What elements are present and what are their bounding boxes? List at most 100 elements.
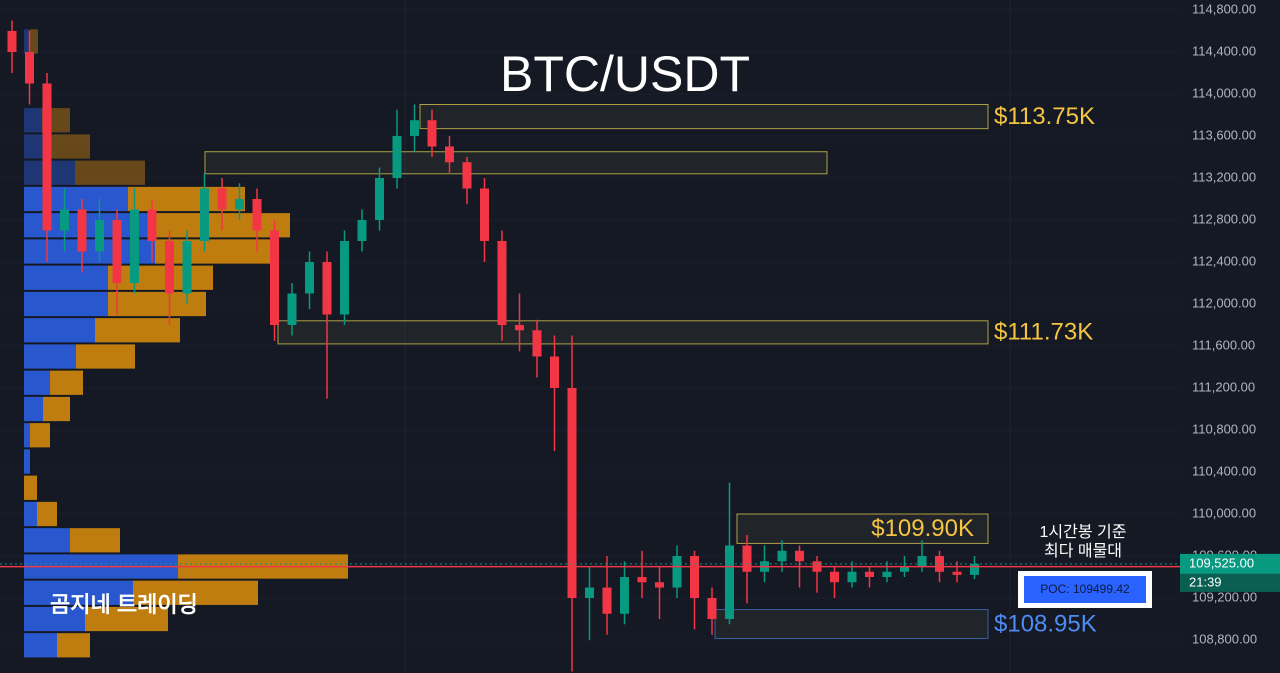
zone-label: $113.75K xyxy=(994,103,1095,130)
profile-sell-bar xyxy=(128,186,245,212)
candle-body xyxy=(672,556,682,588)
candle-body xyxy=(725,545,734,620)
candle-body xyxy=(305,261,314,294)
price-label: 109,525.00 xyxy=(1189,555,1254,570)
candle-body xyxy=(637,577,647,583)
profile-buy-bar xyxy=(24,606,85,632)
zone xyxy=(736,513,989,544)
profile-buy-bar xyxy=(24,29,30,54)
candle-body xyxy=(147,209,157,241)
y-tick-label: 110,400.00 xyxy=(1192,463,1256,478)
profile-sell-bar xyxy=(30,423,50,448)
profile-sell-bar xyxy=(70,528,120,553)
annotation: 최다 매물대 xyxy=(1044,542,1122,560)
candle-body xyxy=(620,577,629,614)
candle-body xyxy=(60,209,69,231)
candle-body xyxy=(130,209,139,283)
candle-body xyxy=(270,230,279,326)
profile-buy-bar xyxy=(24,291,108,317)
profile-buy-bar xyxy=(24,186,128,212)
y-tick-label: 112,800.00 xyxy=(1192,211,1256,226)
y-tick-label: 112,400.00 xyxy=(1192,253,1256,268)
candle-body xyxy=(900,566,909,572)
profile-buy-bar xyxy=(24,633,57,658)
y-tick-label: 113,200.00 xyxy=(1192,169,1256,184)
profile-sell-bar xyxy=(75,160,145,185)
candle-body xyxy=(550,356,559,389)
candle-body xyxy=(602,587,612,614)
poc-label: POC: 109499.42 xyxy=(1040,582,1130,596)
y-tick-label: 110,800.00 xyxy=(1192,421,1256,436)
profile-sell-bar xyxy=(85,606,168,632)
profile-sell-bar xyxy=(24,475,37,500)
y-tick-label: 112,000.00 xyxy=(1192,295,1256,310)
profile-buy-bar xyxy=(24,528,70,553)
profile-sell-bar xyxy=(50,134,90,159)
candle-body xyxy=(25,51,34,84)
profile-sell-bar xyxy=(50,370,83,395)
candle-body xyxy=(882,571,892,578)
zone xyxy=(714,609,989,639)
candle-body xyxy=(42,83,52,231)
candle-body xyxy=(200,188,209,241)
candle-body xyxy=(830,571,839,583)
candle-body xyxy=(392,135,402,178)
profile-sell-bar xyxy=(108,291,206,317)
y-tick-label: 114,400.00 xyxy=(1192,43,1256,58)
profile-buy-bar xyxy=(24,265,108,290)
profile-sell-bar xyxy=(95,318,180,343)
profile-buy-bar xyxy=(24,344,76,369)
candle-body xyxy=(497,240,507,326)
candle-body xyxy=(917,556,927,567)
profile-buy-bar xyxy=(24,501,37,527)
y-tick-label: 110,000.00 xyxy=(1192,505,1256,520)
candle-body xyxy=(795,550,804,562)
candle-body xyxy=(462,162,472,189)
zone-label: $108.95K xyxy=(994,610,1097,637)
candle-body xyxy=(515,325,524,331)
candle-body xyxy=(777,550,787,562)
candle-body xyxy=(287,293,297,326)
candle-body xyxy=(77,209,87,252)
profile-buy-bar xyxy=(24,108,42,133)
candle-body xyxy=(112,219,122,283)
candle-body xyxy=(532,330,542,357)
zone-label: $111.73K xyxy=(994,319,1093,346)
chart-title: BTC/USDT xyxy=(500,46,750,102)
candle-body xyxy=(322,261,332,315)
zone xyxy=(204,151,828,175)
profile-buy-bar xyxy=(24,318,95,343)
zone xyxy=(277,320,989,345)
profile-sell-bar xyxy=(133,580,258,605)
candle-body xyxy=(707,598,717,620)
zone xyxy=(419,103,989,130)
watermark: 곰지네 트레이딩 xyxy=(50,592,198,617)
y-tick-label: 108,800.00 xyxy=(1192,631,1257,646)
candle-body xyxy=(847,571,857,583)
profile-sell-bar xyxy=(37,501,57,527)
annotation: 1시간봉 기준 xyxy=(1040,523,1127,541)
profile-sell-bar xyxy=(43,396,70,422)
candle-body xyxy=(480,188,489,241)
price-box xyxy=(1180,553,1280,574)
candle-body xyxy=(252,198,262,231)
profile-buy-bar xyxy=(24,580,133,605)
candle-body xyxy=(410,120,419,136)
candle-body xyxy=(585,587,594,599)
candle-body xyxy=(970,563,979,575)
candle-body xyxy=(235,198,244,210)
countdown-label: 21:39 xyxy=(1189,574,1222,589)
profile-buy-bar xyxy=(24,396,43,422)
profile-buy-bar xyxy=(24,423,30,448)
candle-body xyxy=(952,571,962,575)
candle-body xyxy=(217,188,227,210)
profile-buy-bar xyxy=(24,449,30,474)
candle-body xyxy=(165,240,174,294)
candle-body xyxy=(7,30,17,52)
candle-body xyxy=(690,556,699,599)
candle-body xyxy=(182,240,192,294)
candle-body xyxy=(655,582,664,588)
zone-label: $109.90K xyxy=(871,515,974,542)
candle-body xyxy=(427,120,437,147)
